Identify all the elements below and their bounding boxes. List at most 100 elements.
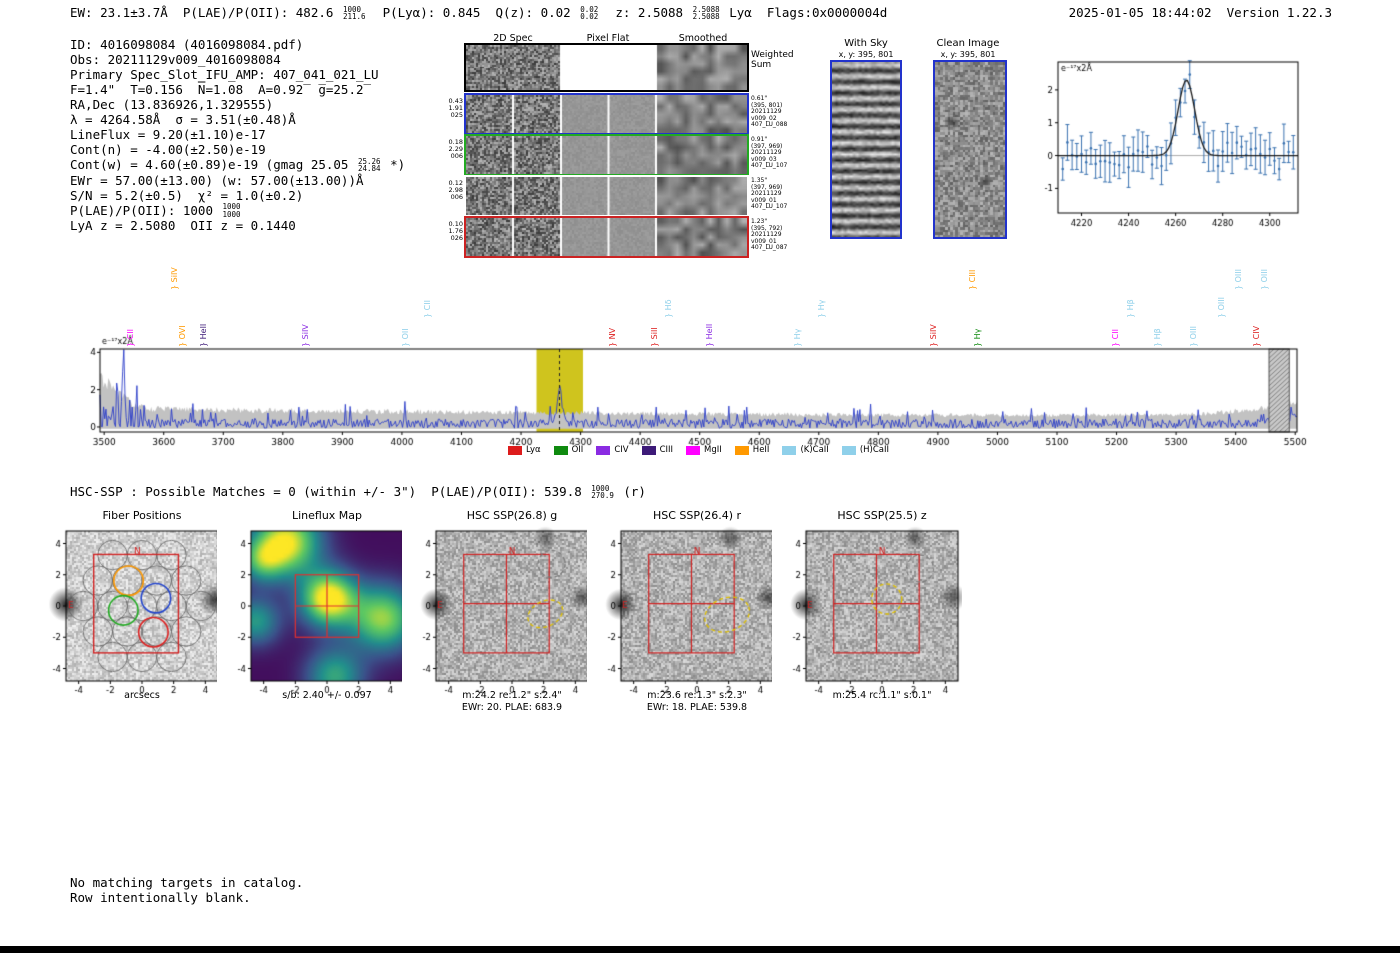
spectrum-legend: Lyα OII CIV CIII MgII HeII (K)CaII (H)CaII — [100, 445, 1297, 455]
legend-swatch — [641, 445, 656, 455]
emission-line-label-hγ: Hγ — [817, 300, 826, 318]
fraction-lower: 2.5088 — [692, 12, 720, 21]
info-line: Cont(w) = 4.60(±0.89)e-19 (gmag 25.05 25… — [70, 157, 405, 173]
cutout-left-value: 025 — [450, 111, 463, 119]
cutout-right-value: 407_LU_107 — [751, 203, 788, 211]
text-segment: F=1.4" T=0.156 N̅=1.08 A=0.92̅ g̅=25.2̅ — [70, 82, 364, 97]
emission-line-label-hβ: Hβ — [1153, 328, 1162, 347]
emission-line-label-oii: OII — [401, 328, 410, 347]
cutout-right-value: (397, 969) — [751, 142, 783, 150]
cutout-right-value: v009_01 — [751, 196, 777, 204]
cutout-left-value: 0.10 — [448, 220, 463, 228]
fraction-upper: 2.5088 — [692, 4, 720, 14]
text-segment: HSC-SSP : Possible Matches = 0 (within +… — [70, 484, 590, 499]
thumbnail-fiber-canvas — [32, 524, 222, 696]
info-line: λ = 4264.58Å σ = 3.51(±0.48)Å — [70, 112, 405, 127]
text-segment: λ = 4264.58Å σ = 3.51(±0.48)Å — [70, 112, 296, 127]
legend-swatch — [734, 445, 749, 455]
fraction-upper: 25.26 — [357, 156, 381, 166]
weighted-sum-label-line1: Weighted — [751, 50, 794, 60]
info-line: LyA z = 2.5080 OII z = 0.1440 — [70, 218, 405, 233]
fraction-lower: 1000 — [222, 209, 241, 219]
cutout-right-value: v009_03 — [751, 155, 777, 163]
legend-swatch — [686, 445, 701, 455]
cutout-row-right-label: 0.61" (395, 801) 20211129 v009_02 407_LU_088 — [751, 95, 788, 129]
cutout-row-canvas — [464, 216, 749, 258]
cutout-row-canvas — [464, 93, 749, 135]
thumbnail-image-canvas — [587, 524, 777, 696]
emission-line-label-hγ: Hγ — [973, 329, 982, 347]
legend-label: (H)CaII — [859, 445, 889, 455]
text-segment: P(Lyα): 0.845 Q(z): 0.02 — [367, 5, 579, 20]
text-segment: LyA z = 2.5080 OII z = 0.1440 — [70, 218, 296, 233]
emission-line-label-hγ: Hγ — [793, 329, 802, 347]
info-line: Cont(n) = -4.00(±2.50)e-19 — [70, 142, 405, 157]
panel-title-lineflux-map: Lineflux Map — [291, 509, 363, 522]
with-sky-coords: x, y: 395, 801 — [838, 50, 894, 59]
cutout-row-left-label: 0.18 2.29 006 — [436, 139, 463, 160]
detection-info-block: ID: 4016098084 (4016098084.pdf) Obs: 2021… — [70, 37, 405, 233]
page-bottom-bar — [0, 946, 1400, 953]
cutout-right-value: 1.35" — [751, 177, 768, 184]
panel-caption: m:25.4 rc:1.1" s:0.1" — [832, 690, 932, 701]
full-spectrum-plot — [88, 333, 1310, 457]
cutout-left-value: 006 — [450, 152, 463, 160]
cutout-row-right-label: 1.23" (395, 792) 20211129 v009_01 407_LU_087 — [751, 218, 787, 252]
header-timestamp: 2025-01-05 18:44:02 Version 1.22.3 — [1068, 5, 1332, 20]
col-header-pixelflat: Pixel Flat — [586, 33, 630, 44]
emission-line-label-hβ: Hβ — [1126, 299, 1135, 318]
weighted-sum-label-line2: Sum — [751, 60, 772, 70]
emission-line-label-oiii: OIII — [1189, 326, 1198, 347]
info-line: F=1.4" T=0.156 N̅=1.08 A=0.92̅ g̅=25.2̅ — [70, 82, 405, 97]
legend-item-oii: OII — [553, 445, 583, 455]
cutout-left-value: 026 — [450, 234, 463, 242]
emission-line-label-oiii: OIII — [1260, 269, 1269, 290]
cutout-right-value: 407_LU_088 — [751, 121, 788, 129]
text-segment: S/N = 5.2(±0.5) χ² = 1.0(±0.2) — [70, 187, 304, 203]
clean-image-coords: x, y: 395, 801 — [940, 50, 996, 59]
emission-line-label-ciii: CIII — [968, 270, 977, 290]
panel-caption: arcsecs — [124, 690, 160, 701]
cutout-right-value: 0.61" — [751, 95, 768, 102]
legend-label: MgII — [704, 445, 722, 455]
text-segment: Cont(n) = -4.00(±2.50)e-19 — [70, 142, 266, 157]
with-sky-image — [830, 60, 902, 239]
fraction-upper: 1000 — [342, 4, 361, 14]
cutout-row-right-label: 1.35" (397, 969) 20211129 v009_01 407_LU_107 — [751, 177, 788, 211]
col-header-2dspec: 2D Spec — [493, 33, 533, 44]
cutout-left-value: 0.12 — [448, 179, 463, 187]
info-line: ID: 4016098084 (4016098084.pdf) — [70, 37, 405, 52]
emission-line-label-oiii: OIII — [1234, 269, 1243, 290]
legend-item-civ: CIV — [596, 445, 629, 455]
thumbnail-lineflux-canvas — [217, 524, 407, 696]
clean-image — [933, 60, 1007, 239]
emission-line-label-siiv: SiIV — [170, 267, 179, 290]
cutout-row-canvas — [464, 175, 749, 217]
cutout-left-value: 006 — [450, 193, 463, 201]
text-segment: P(LAE)/P(OII): 1000 — [70, 202, 221, 218]
emission-line-label-siiv: SiIV — [301, 324, 310, 347]
cutout-right-value: 407_LU_107 — [751, 162, 788, 170]
cutout-left-value: 2.98 — [448, 186, 463, 194]
emission-line-label-cii: CII — [126, 329, 135, 347]
text-segment: Lyα Flags:0x0000004d — [721, 5, 888, 20]
info-line: Obs: 20211129v009_4016098084 — [70, 52, 405, 67]
text-segment: z: 2.5088 — [600, 5, 691, 20]
fraction-lower: 24.84 — [357, 164, 381, 173]
cutout-right-value: 20211129 — [751, 149, 782, 157]
legend-item-mgii: MgII — [686, 445, 722, 455]
emission-line-label-nv: NV — [608, 328, 617, 347]
emission-line-label-ovi: OVI — [178, 325, 187, 347]
footer-line-1: No matching targets in catalog. — [70, 875, 304, 890]
cutout-right-value: 20211129 — [751, 108, 782, 116]
legend-label: CIII — [659, 445, 674, 455]
fraction-upper: 1000 — [222, 202, 241, 211]
legend-label: HeII — [752, 445, 770, 455]
text-segment: LineFlux = 9.20(±1.10)e-17 — [70, 127, 266, 142]
cutout-row-weighted-canvas — [464, 43, 749, 92]
cutout-right-value: 20211129 — [751, 231, 782, 239]
legend-swatch — [596, 445, 611, 455]
legend-item-ly: Lyα — [508, 445, 541, 455]
thumbnail-image-canvas — [772, 524, 962, 696]
